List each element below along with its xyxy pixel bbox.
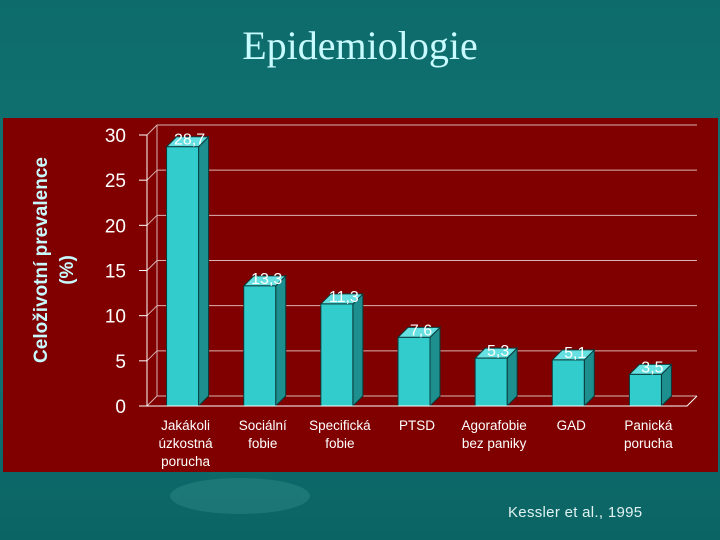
data-label: 5,3 — [487, 343, 509, 360]
gridline-depth — [146, 305, 158, 317]
gridline-depth — [146, 124, 158, 136]
bar — [397, 336, 431, 407]
bar — [166, 146, 200, 407]
data-label: 13,3 — [251, 271, 282, 288]
x-tick-label: PTSD — [399, 418, 435, 433]
y-tick-label: 30 — [105, 126, 126, 147]
y-tick-label: 15 — [105, 262, 126, 283]
y-tick-label: 0 — [115, 397, 126, 418]
bar — [551, 359, 585, 407]
x-axis-line — [147, 395, 698, 407]
data-label: 3,5 — [641, 359, 663, 376]
x-tick-label: Jakákoli — [161, 418, 210, 433]
data-label: 11,3 — [329, 289, 359, 306]
x-tick-label: Panická — [624, 418, 673, 433]
bar-side — [352, 292, 364, 408]
y-tick-label: 5 — [115, 352, 126, 373]
y-axis-unit: (%) — [57, 255, 78, 285]
data-label: 7,6 — [410, 322, 432, 339]
x-tick-label: fobie — [325, 436, 354, 451]
x-tick-label: úzkostná — [159, 436, 214, 451]
x-tick-label: porucha — [624, 436, 673, 451]
bar-side — [198, 135, 210, 408]
slide-title: Epidemiologie — [242, 23, 478, 68]
y-tick-label: 25 — [105, 171, 126, 192]
gridline-depth — [146, 169, 158, 181]
y-tick-label: 10 — [105, 307, 126, 328]
bar — [628, 373, 662, 407]
x-tick-label: Sociální — [239, 418, 287, 433]
x-tick-label: Specifická — [309, 418, 371, 433]
x-tick-label: GAD — [557, 418, 587, 433]
bar — [243, 285, 277, 407]
bar — [320, 303, 354, 407]
data-label: 28,7 — [174, 132, 205, 149]
x-tick-label: Agorafobie — [461, 418, 526, 433]
bar — [474, 357, 508, 407]
x-tick-label: porucha — [161, 454, 210, 469]
gridline-depth — [146, 350, 158, 362]
x-tick-label: fobie — [248, 436, 277, 451]
data-label: 5,1 — [564, 345, 586, 362]
y-axis-label: Celoživotní prevalence — [31, 157, 52, 363]
decorative-swoosh — [170, 478, 310, 514]
gridline-depth — [146, 395, 158, 407]
gridline-depth — [146, 260, 158, 271]
citation: Kessler et al., 1995 — [508, 504, 643, 521]
y-tick-label: 20 — [105, 216, 126, 237]
bar-side — [275, 274, 287, 408]
gridline-depth — [146, 214, 158, 226]
x-tick-label: bez paniky — [462, 436, 527, 451]
